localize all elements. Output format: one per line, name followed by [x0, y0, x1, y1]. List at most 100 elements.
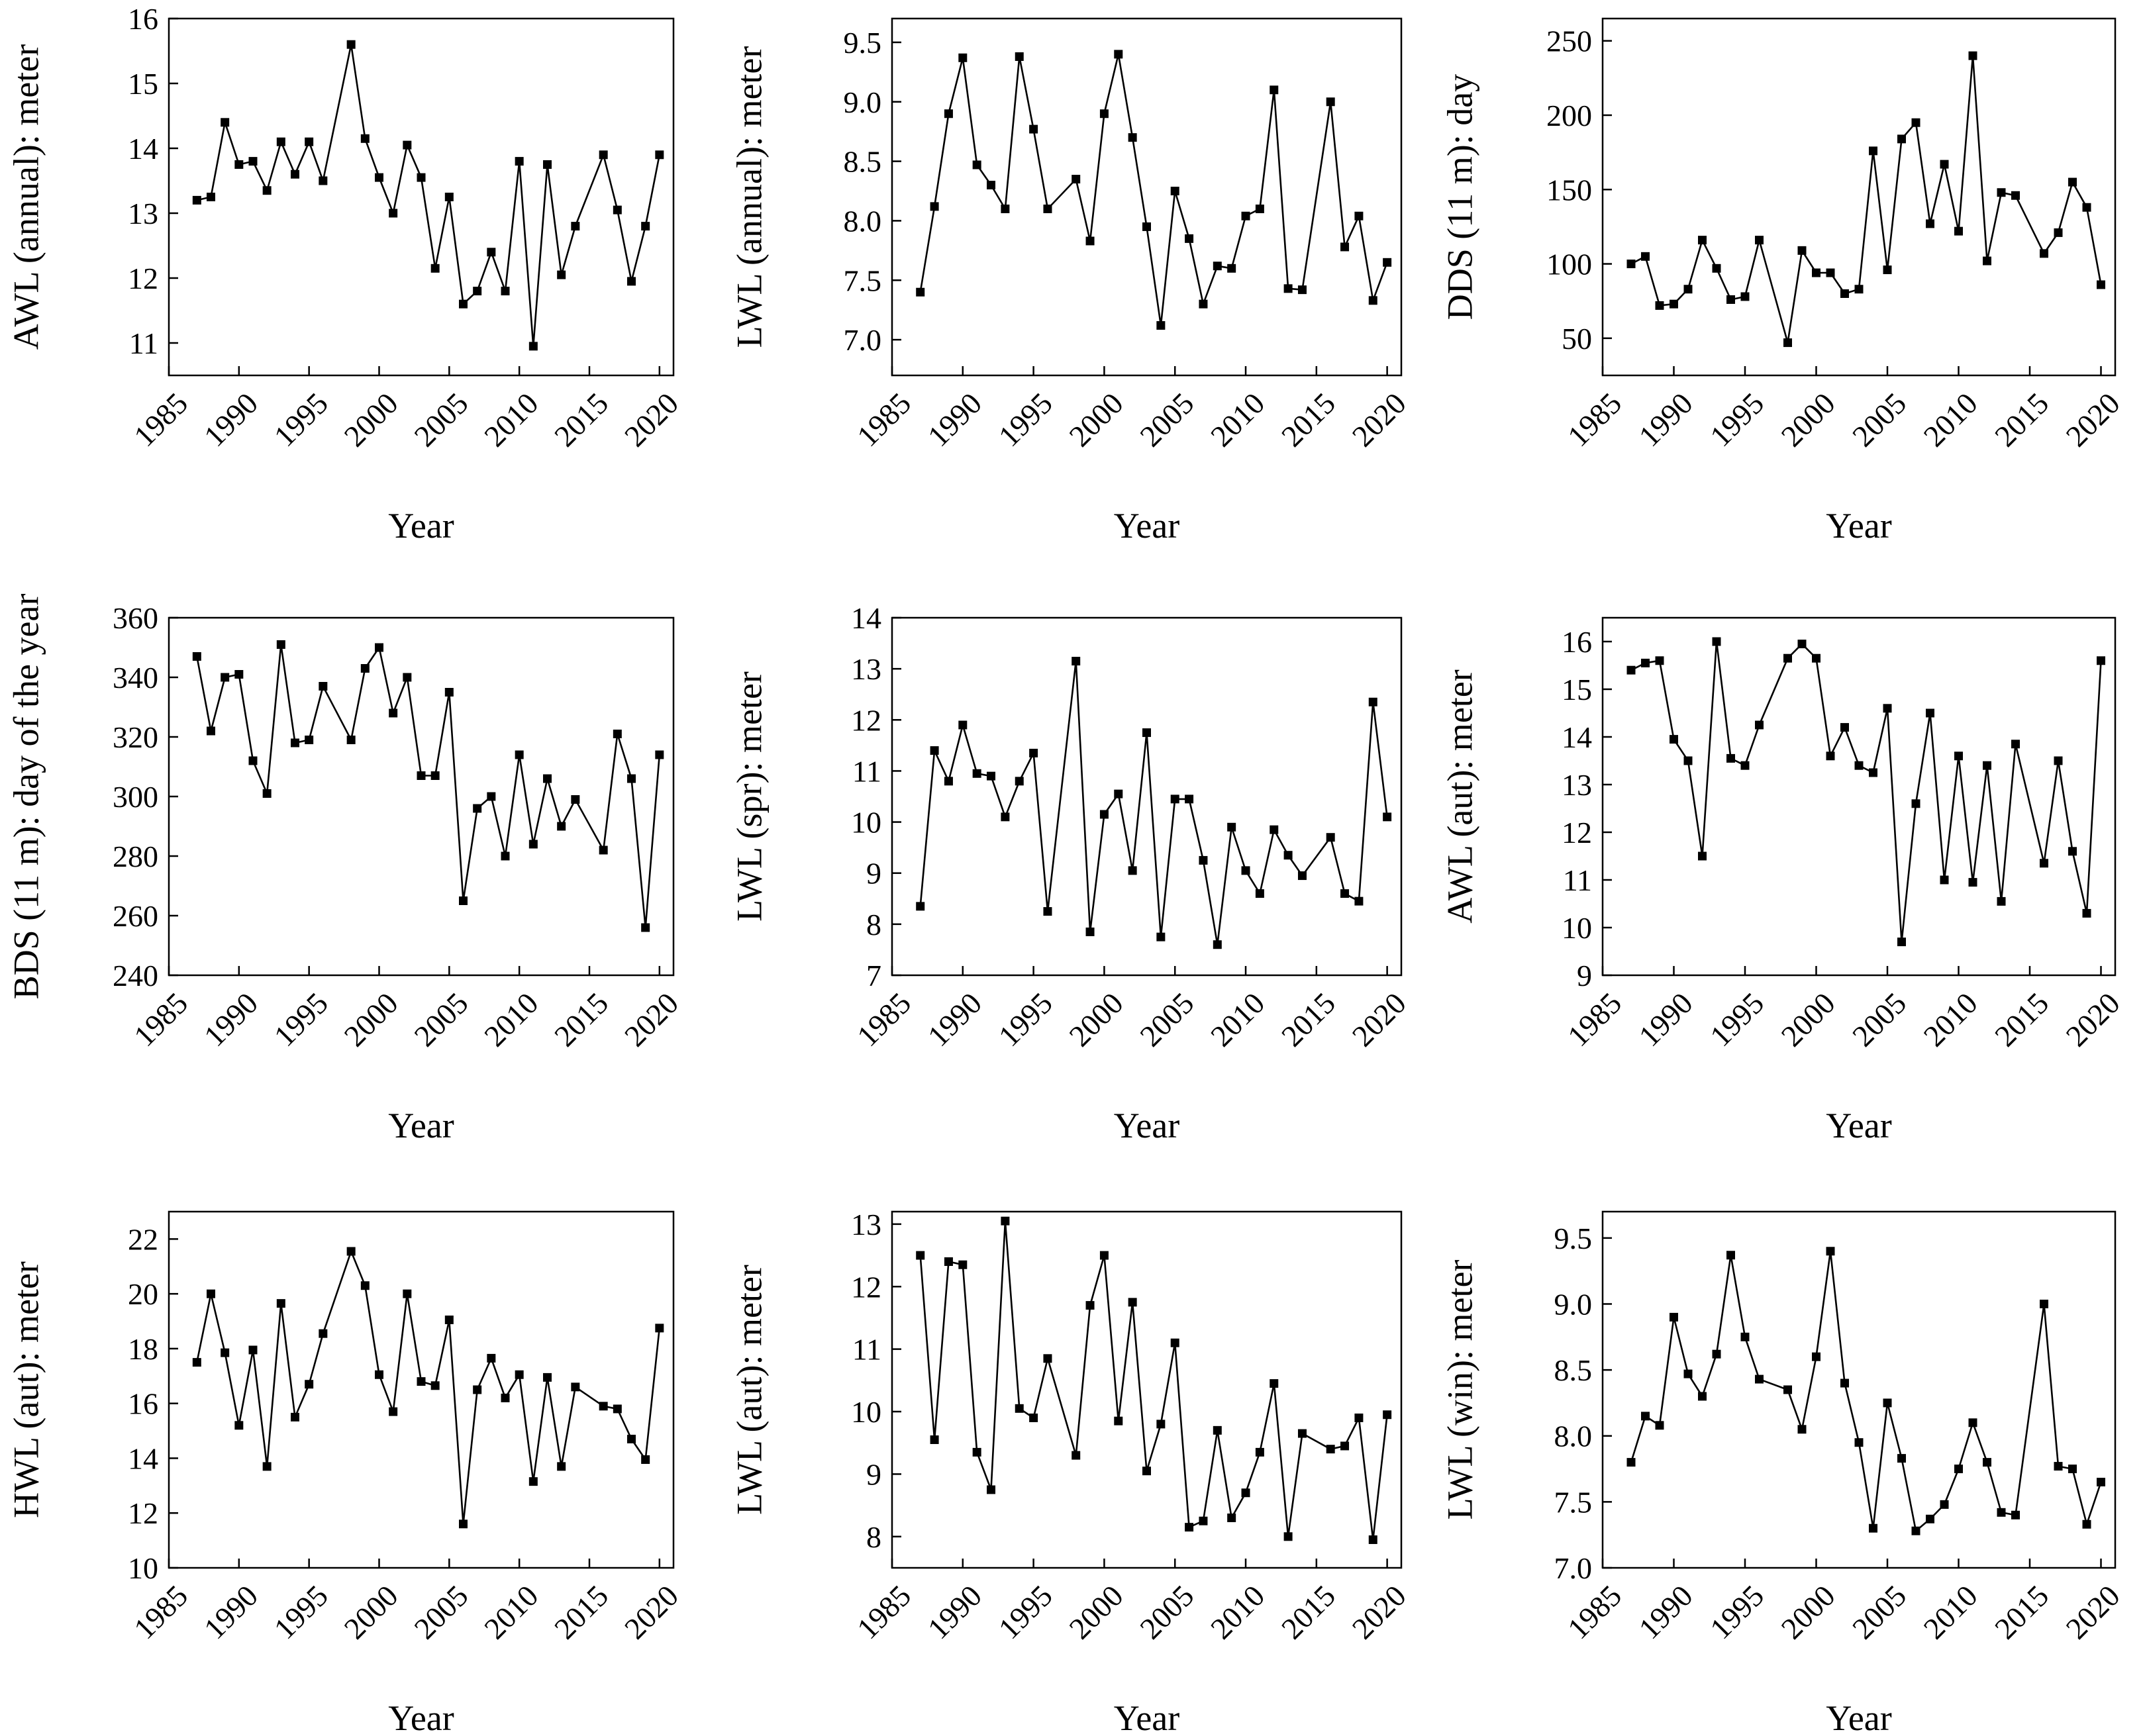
- plot-frame: [1601, 616, 2117, 977]
- data-point: [1968, 1418, 1977, 1427]
- x-tick-label: 1985: [1561, 1578, 1628, 1645]
- data-point: [1840, 723, 1849, 732]
- y-tick-label: 7: [866, 959, 881, 992]
- data-point: [599, 150, 608, 160]
- data-point: [234, 160, 244, 169]
- data-point: [1326, 833, 1335, 842]
- data-point: [1340, 242, 1350, 252]
- y-tick-label: 240: [113, 959, 158, 992]
- data-point: [403, 140, 412, 150]
- y-tick-label: 150: [1546, 173, 1592, 207]
- data-point: [1911, 1526, 1921, 1535]
- x-axis-title: Year: [1114, 1106, 1180, 1145]
- x-axis-title: Year: [1826, 1106, 1892, 1145]
- x-tick-label: 2005: [407, 986, 474, 1053]
- data-point: [1142, 222, 1151, 231]
- x-tick-label: 1985: [850, 986, 917, 1053]
- data-point: [375, 1370, 383, 1379]
- y-tick-label: 8: [866, 908, 881, 941]
- data-point: [473, 804, 482, 813]
- data-point: [557, 1462, 566, 1471]
- data-point: [459, 299, 468, 309]
- data-point: [1072, 175, 1081, 184]
- data-point: [1854, 1438, 1864, 1447]
- x-tick-label: 2005: [1133, 386, 1200, 453]
- data-point: [276, 137, 285, 146]
- y-tick-label: 8: [866, 1520, 881, 1554]
- x-tick-label: 2020: [618, 386, 685, 453]
- x-tick-label: 2000: [1063, 1578, 1130, 1645]
- data-point: [1326, 97, 1335, 107]
- x-tick-label: 1985: [127, 986, 194, 1053]
- data-point: [2054, 756, 2063, 765]
- data-point: [319, 176, 328, 185]
- data-point: [291, 169, 299, 179]
- plot-frame: [168, 616, 675, 977]
- y-tick-label: 9: [1577, 959, 1592, 992]
- data-point: [515, 1370, 524, 1379]
- data-point: [1213, 262, 1222, 271]
- data-point: [1712, 637, 1721, 646]
- data-point: [1940, 160, 1949, 169]
- x-tick-label: 2020: [618, 1578, 685, 1645]
- series-line: [1630, 54, 2102, 344]
- data-point: [459, 896, 468, 905]
- data-point: [1869, 146, 1877, 156]
- x-tick-label: 2000: [1775, 386, 1842, 453]
- data-point: [248, 756, 258, 765]
- data-point: [346, 736, 356, 744]
- y-tick-label: 11: [1563, 863, 1592, 897]
- y-tick-label: 340: [113, 661, 158, 695]
- data-point: [2068, 847, 2077, 856]
- data-point: [1029, 1413, 1038, 1422]
- y-tick-label: 8.0: [844, 204, 882, 238]
- plot-frame: [891, 616, 1403, 977]
- data-point: [627, 1434, 636, 1443]
- y-tick-label: 13: [851, 652, 881, 686]
- x-tick-label: 1995: [992, 386, 1059, 453]
- y-tick-label: 16: [128, 2, 158, 36]
- y-tick-label: 9.0: [844, 85, 882, 119]
- data-point: [1641, 252, 1650, 261]
- data-point: [1142, 728, 1151, 738]
- data-point: [1954, 226, 1963, 236]
- data-point: [958, 720, 968, 730]
- y-tick-label: 10: [128, 1551, 158, 1585]
- x-tick-label: 2015: [1988, 1578, 2055, 1645]
- data-point: [1897, 134, 1906, 144]
- y-tick-label: 9: [866, 857, 881, 891]
- x-tick-label: 1990: [921, 386, 988, 453]
- data-point: [430, 771, 440, 780]
- data-point: [221, 1348, 230, 1357]
- data-point: [375, 173, 383, 182]
- plot-frame: [168, 1210, 675, 1569]
- data-point: [613, 205, 622, 215]
- data-point: [1812, 653, 1821, 663]
- x-tick-label: 1990: [921, 1578, 988, 1645]
- data-point: [1043, 1354, 1052, 1363]
- data-point: [1142, 1467, 1151, 1476]
- data-point: [487, 248, 496, 257]
- data-point: [1755, 720, 1764, 730]
- data-point: [1840, 289, 1849, 298]
- data-point: [1213, 1425, 1222, 1435]
- data-point: [543, 160, 552, 169]
- data-point: [389, 1407, 398, 1416]
- data-point: [2068, 1465, 2077, 1474]
- data-point: [1983, 1458, 1991, 1467]
- data-point: [262, 789, 272, 798]
- data-point: [1199, 855, 1208, 865]
- y-axis-title: LWL (aut): meter: [729, 1265, 769, 1515]
- x-tick-label: 1995: [1703, 1578, 1770, 1645]
- data-point: [1797, 640, 1807, 649]
- data-point: [655, 1324, 664, 1333]
- y-tick-label: 10: [851, 806, 881, 840]
- x-tick-label: 1995: [1703, 986, 1770, 1053]
- data-point: [2097, 656, 2105, 665]
- data-point: [1283, 1532, 1293, 1541]
- x-tick-label: 2015: [1988, 986, 2055, 1053]
- data-point: [2040, 249, 2048, 258]
- data-point: [1085, 236, 1095, 246]
- data-point: [221, 673, 230, 682]
- data-point: [1812, 1352, 1821, 1361]
